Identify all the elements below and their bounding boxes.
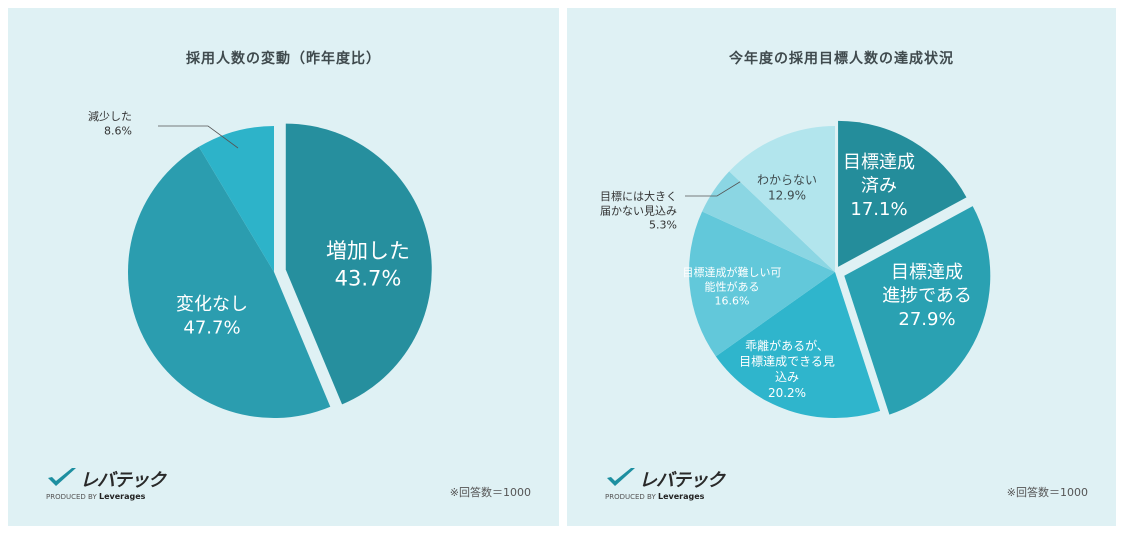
slice-label-line: 済み — [861, 175, 897, 196]
levtech-logo: レバテック PRODUCED BY Leverages — [605, 466, 735, 506]
chart-panel-hiring-change: 採用人数の変動（昨年度比） 増加した 43.7% 変化なし 47.7% 減少した 8.6%… — [8, 8, 559, 526]
response-count-note: ※回答数＝1000 — [449, 486, 531, 499]
slice-label-line: わからない — [757, 173, 817, 187]
slice-label: 目標達成進捗である 27.9% — [882, 262, 972, 330]
chart-title: 今年度の採用目標人数の達成状況 — [729, 51, 954, 67]
pie-slice — [128, 146, 331, 418]
slice-label-line: 減少した — [88, 109, 132, 123]
pie-slice — [844, 206, 991, 415]
slice-label-line: 変化なし — [176, 294, 248, 315]
slice-label-line: 目標達成 — [891, 262, 963, 283]
brand-name: レバテック — [80, 470, 166, 491]
leader-line — [685, 179, 744, 197]
slice-label-line: 届かない見込み — [600, 204, 677, 217]
brand-tagline: PRODUCED BY Leverages — [605, 492, 704, 501]
slice-label-line: 込み — [775, 370, 799, 384]
checkmark-icon — [48, 468, 76, 486]
produced-by-text: PRODUCED BY — [46, 493, 97, 501]
pie-slice — [715, 272, 881, 418]
chart-panel-target-achievement: 今年度の採用目標人数の達成状況 目標達成済み 17.1% 目標達成進捗である 27.9… — [567, 8, 1116, 526]
slice-value-label: 20.2% — [768, 386, 806, 400]
slice-value-label: 12.9% — [768, 189, 806, 203]
slice-label: 目標達成済み 17.1% — [843, 152, 915, 220]
slice-label: 目標には大きく届かない見込み 5.3% — [600, 189, 677, 232]
slice-label-line: 目標達成できる見 — [739, 355, 835, 369]
checkmark-icon — [607, 468, 635, 486]
slice-label: 増加した 43.7% — [326, 239, 410, 290]
chart-title: 採用人数の変動（昨年度比） — [186, 51, 381, 67]
slice-label-line: 目標達成 — [843, 152, 915, 173]
leader-line — [158, 125, 239, 149]
slice-label: 変化なし 47.7% — [176, 294, 248, 338]
brand-tagline: PRODUCED BY Leverages — [46, 492, 145, 501]
slice-label: 乖離があるが、目標達成できる見込み 20.2% — [739, 338, 835, 400]
slice-label-line: 能性がある — [705, 279, 760, 293]
company-name: Leverages — [657, 492, 705, 501]
slice-value-label: 17.1% — [850, 199, 907, 220]
slice-value-label: 47.7% — [183, 317, 240, 338]
pie-slice — [729, 126, 835, 272]
company-name: Leverages — [98, 492, 146, 501]
pie-slice — [838, 120, 967, 267]
slice-value-label: 27.9% — [898, 309, 955, 330]
pie-chart-hiring-change: 増加した 43.7% 変化なし 47.7% 減少した 8.6% — [88, 109, 432, 418]
slice-label: 目標達成が難しい可能性がある 16.6% — [683, 265, 782, 308]
levtech-logo: レバテック PRODUCED BY Leverages — [46, 466, 176, 506]
slice-label: わからない 12.9% — [757, 173, 817, 203]
pie-slice — [689, 211, 835, 357]
slice-label-line: 進捗である — [882, 285, 972, 306]
produced-by-text: PRODUCED BY — [605, 493, 656, 501]
slice-value-label: 8.6% — [104, 124, 132, 137]
brand-name: レバテック — [639, 470, 725, 491]
pie-chart-target-achievement: 目標達成済み 17.1%目標達成進捗である 27.9%乖離があるが、目標達成できる見… — [600, 120, 991, 418]
pie-slice — [702, 171, 835, 272]
slice-value-label: 43.7% — [335, 266, 402, 290]
slice-label: 減少した 8.6% — [88, 109, 132, 137]
pie-slice — [285, 123, 432, 405]
pie-slice — [198, 126, 274, 272]
slice-value-label: 16.6% — [715, 295, 750, 308]
slice-label-line: 乖離があるが、 — [745, 338, 829, 353]
slice-label-line: 増加した — [326, 239, 410, 263]
response-count-note: ※回答数＝1000 — [1006, 486, 1088, 499]
slice-label-line: 目標達成が難しい可 — [683, 265, 782, 279]
slice-label-line: 目標には大きく — [600, 189, 677, 203]
slice-value-label: 5.3% — [649, 219, 677, 232]
